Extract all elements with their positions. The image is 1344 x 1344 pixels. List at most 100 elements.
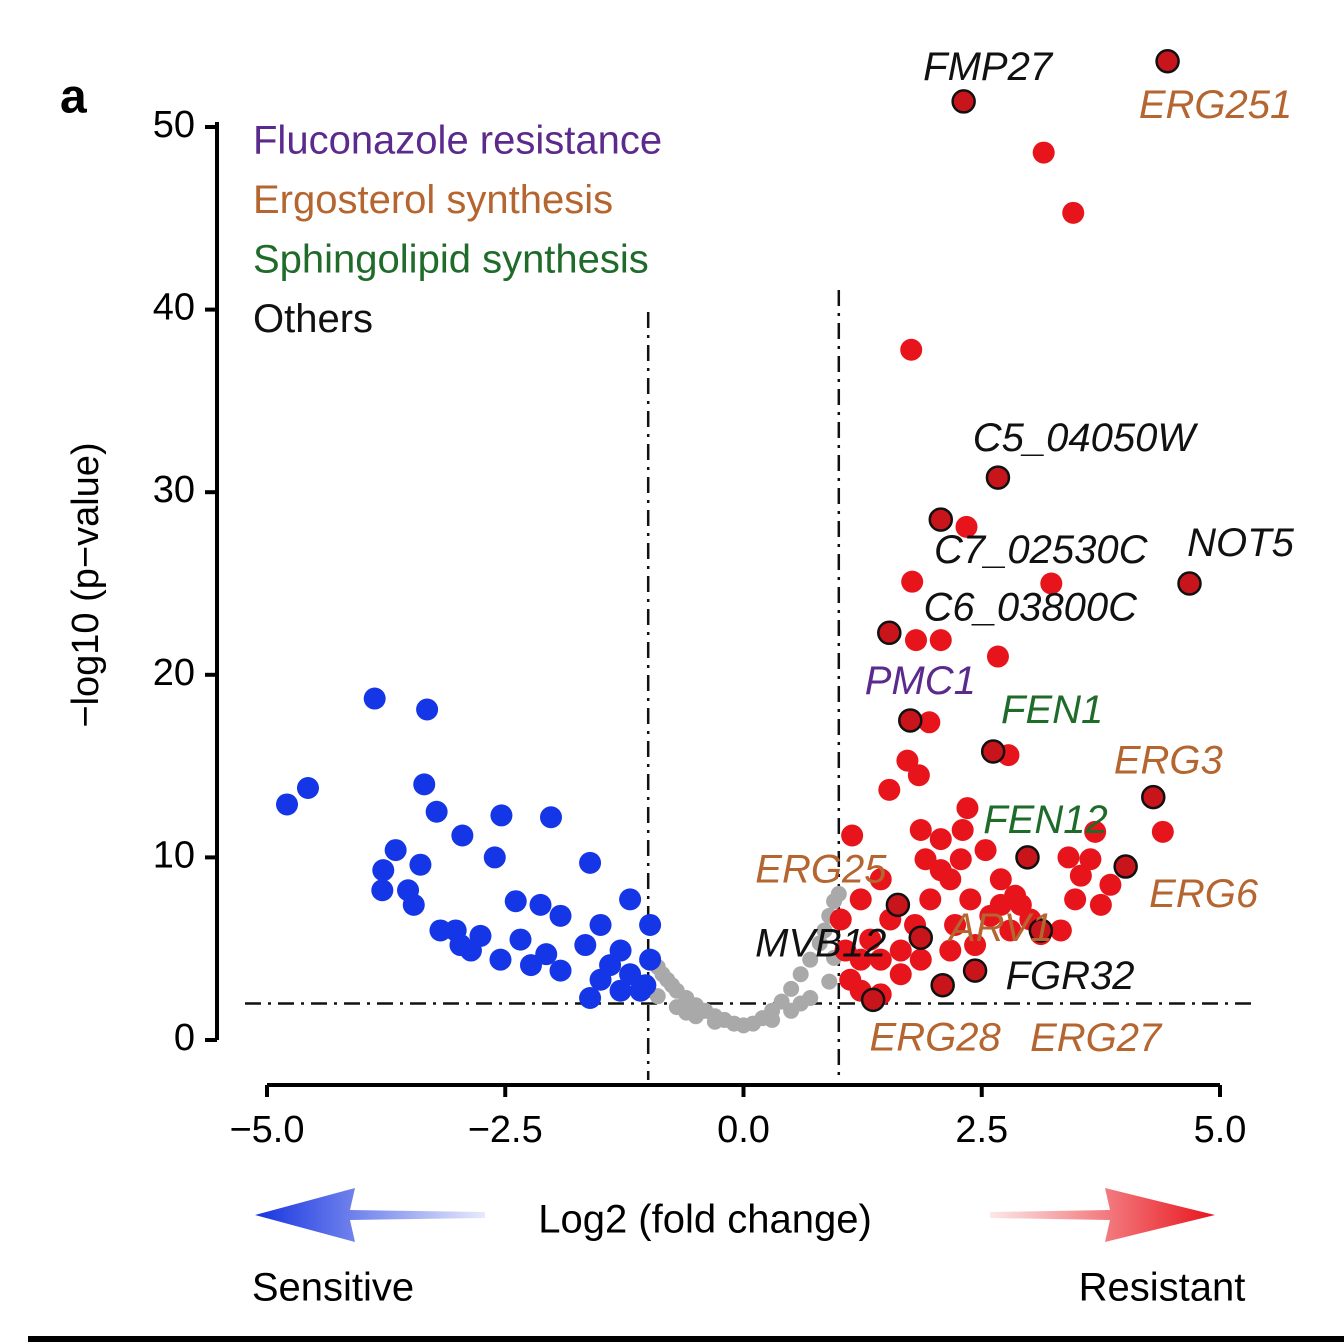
legend-entry: Sphingolipid synthesis: [253, 238, 649, 282]
point: [529, 893, 552, 916]
point: [900, 338, 923, 361]
labeled-point: [930, 972, 955, 998]
gene-label: FEN1: [1001, 688, 1103, 732]
point: [999, 919, 1022, 942]
point: [1009, 893, 1032, 916]
gene-label: ERG28: [870, 1015, 1002, 1059]
point: [619, 888, 642, 911]
point: [425, 800, 448, 823]
point: [429, 919, 452, 942]
point: [579, 851, 602, 874]
legend-entry: Fluconazole resistance: [253, 119, 662, 163]
point: [869, 868, 892, 891]
point: [451, 824, 474, 847]
gene-label: FEN12: [983, 798, 1108, 842]
point: [907, 764, 930, 787]
point: [409, 853, 432, 876]
point: [639, 913, 662, 936]
point: [959, 888, 982, 911]
direction-label: Sensitive: [252, 1266, 414, 1310]
point: [599, 954, 622, 977]
resistant-arrow: [990, 1188, 1215, 1242]
point: [1057, 846, 1080, 869]
point: [539, 806, 562, 829]
gene-label: C7_02530C: [934, 528, 1149, 572]
gene-label: MVB12: [755, 921, 886, 965]
x-tick-label: 2.5: [955, 1109, 1008, 1151]
labeled-point: [980, 739, 1006, 764]
point: [276, 793, 299, 816]
point: [589, 913, 612, 936]
direction-label: Resistant: [1079, 1266, 1246, 1310]
point: [1062, 201, 1085, 224]
gene-label: ARV1: [947, 906, 1053, 950]
point: [1084, 820, 1107, 843]
point: [792, 966, 809, 983]
point: [483, 846, 506, 869]
point: [956, 797, 979, 820]
y-tick-label: 50: [153, 104, 195, 146]
labeled-point: [962, 958, 988, 983]
point: [974, 839, 997, 862]
gene-label: FGR32: [1006, 954, 1135, 998]
point: [619, 963, 642, 986]
point: [939, 939, 962, 962]
point: [459, 939, 482, 962]
gene-label: ERG6: [1149, 872, 1259, 916]
point: [639, 948, 662, 971]
x-axis-label: Log2 (fold change): [538, 1198, 872, 1242]
point: [504, 890, 527, 913]
point: [955, 515, 978, 538]
gene-label: PMC1: [865, 659, 976, 703]
point: [609, 979, 632, 1002]
point: [706, 1013, 723, 1030]
point: [944, 913, 967, 936]
y-tick-label: 30: [153, 469, 195, 511]
sensitive-arrow: [255, 1188, 485, 1242]
point: [519, 954, 542, 977]
point: [849, 888, 872, 911]
gene-label: ERG251: [1139, 83, 1292, 127]
point: [579, 987, 602, 1010]
x-tick-label: −5.0: [229, 1109, 304, 1151]
point: [371, 879, 394, 902]
point: [489, 948, 512, 971]
point: [792, 995, 809, 1012]
labeled-point: [1141, 784, 1166, 810]
labeled-point: [951, 89, 976, 114]
point: [889, 939, 912, 962]
point: [929, 629, 952, 652]
labeled-point: [898, 708, 923, 733]
point: [509, 928, 532, 951]
point: [909, 948, 932, 971]
labeled-point: [877, 620, 902, 646]
point: [634, 974, 657, 997]
point: [889, 963, 912, 986]
legend-entry: Ergosterol synthesis: [253, 178, 613, 222]
point: [1049, 919, 1072, 942]
labeled-point: [1155, 49, 1180, 74]
point: [929, 828, 952, 851]
point: [416, 698, 439, 721]
point: [829, 908, 852, 931]
point: [904, 629, 927, 652]
point: [914, 848, 937, 871]
point: [909, 819, 932, 842]
point: [574, 934, 597, 957]
point: [811, 935, 828, 952]
gene-label: NOT5: [1187, 521, 1294, 565]
point: [901, 570, 924, 593]
point: [490, 804, 513, 827]
x-tick-label: 5.0: [1194, 1109, 1247, 1151]
point: [372, 859, 395, 882]
point: [951, 819, 974, 842]
legend-entry: Others: [253, 297, 373, 341]
point: [1040, 572, 1063, 595]
labeled-point: [908, 925, 934, 950]
point: [1151, 820, 1174, 843]
point: [802, 951, 819, 968]
labeled-point: [1113, 854, 1138, 879]
y-axis-label: −log10 (p−value): [65, 442, 107, 727]
